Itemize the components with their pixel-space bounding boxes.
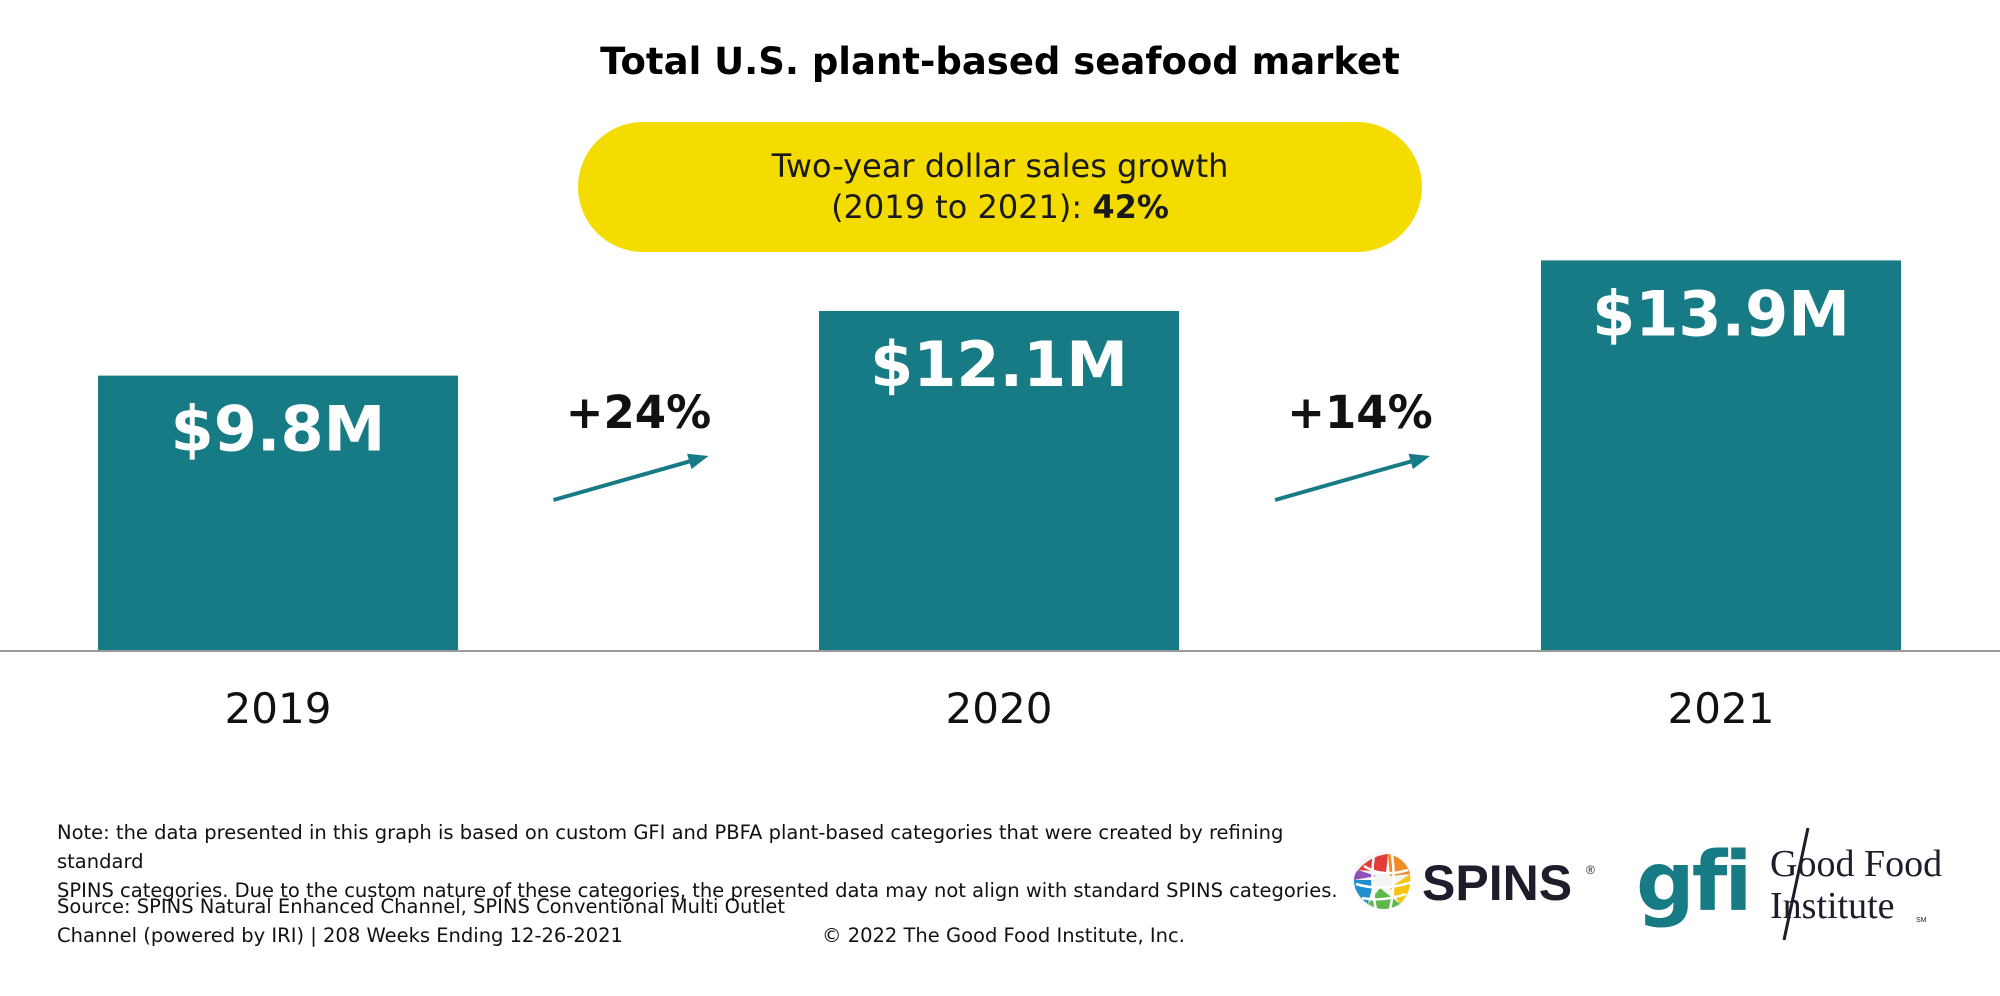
copyright: © 2022 The Good Food Institute, Inc. — [822, 924, 1185, 947]
gfi-name-line-2: Institute — [1770, 885, 1895, 927]
callout-value: 42% — [1092, 188, 1169, 226]
source-line-2: Channel (powered by IRI) | 208 Weeks End… — [57, 924, 623, 947]
bar-value-label: $13.9M — [1592, 277, 1850, 350]
bar-chart: $9.8M 2019 $12.1M 2020 $13.9M 2021 +24% +14% — [0, 260, 2000, 733]
chart-title: Total U.S. plant-based seafood market — [600, 40, 1400, 83]
x-tick-label: 2020 — [946, 684, 1053, 733]
spins-wordmark: SPINS — [1422, 855, 1572, 911]
gfi-mark: gfi — [1636, 835, 1749, 930]
globe-icon — [1353, 852, 1413, 911]
chart-note: Note: the data presented in this graph i… — [57, 818, 1347, 905]
callout-line-1: Two-year dollar sales growth — [771, 147, 1229, 185]
gfi-divider — [1782, 827, 1810, 941]
registered-mark: ® — [1586, 863, 1595, 877]
growth-label: +24% — [566, 386, 711, 439]
gfi-sm-mark: SM — [1916, 917, 1927, 924]
spins-logo: SPINS ® — [1353, 852, 1595, 911]
callout-period: (2019 to 2021): — [831, 188, 1083, 226]
x-tick-label: 2021 — [1668, 684, 1775, 733]
growth-arrow-icon — [1274, 453, 1430, 502]
x-tick-label: 2019 — [225, 684, 332, 733]
growth-arrow-icon — [552, 453, 709, 502]
note-line-1: Note: the data presented in this graph i… — [57, 821, 1284, 873]
bar-value-label: $12.1M — [870, 328, 1128, 401]
bar-2020 — [819, 310, 1179, 651]
growth-label: +14% — [1287, 386, 1432, 439]
growth-callout: Two-year dollar sales growth (2019 to 20… — [578, 122, 1422, 252]
gfi-logo: gfi Good Food Institute SM — [1636, 827, 1942, 941]
bar-2019 — [98, 375, 458, 651]
source-line-1: Source: SPINS Natural Enhanced Channel, … — [57, 895, 786, 918]
chart-source: Source: SPINS Natural Enhanced Channel, … — [57, 892, 817, 950]
note-line-2: SPINS categories. Due to the custom natu… — [57, 879, 1338, 902]
bar-value-label: $9.8M — [171, 393, 386, 466]
bar-2021 — [1541, 260, 1901, 651]
gfi-name-line-1: Good Food — [1770, 843, 1942, 885]
callout-line-2: (2019 to 2021): 42% — [831, 187, 1169, 228]
